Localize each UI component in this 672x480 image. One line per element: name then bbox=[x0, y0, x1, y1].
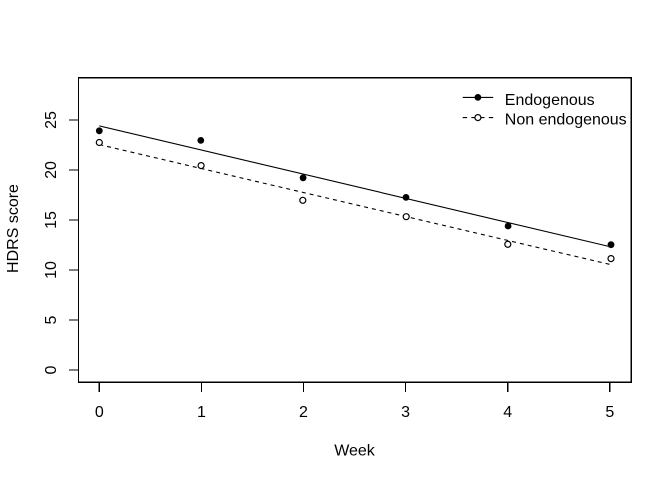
svg-text:5: 5 bbox=[43, 315, 60, 324]
svg-text:Non endogenous: Non endogenous bbox=[505, 112, 627, 129]
svg-text:15: 15 bbox=[43, 211, 60, 229]
svg-text:HDRS score: HDRS score bbox=[5, 184, 22, 273]
svg-text:3: 3 bbox=[401, 404, 410, 421]
svg-text:2: 2 bbox=[299, 404, 308, 421]
svg-text:10: 10 bbox=[43, 261, 60, 279]
svg-text:1: 1 bbox=[197, 404, 206, 421]
svg-text:4: 4 bbox=[503, 404, 512, 421]
svg-text:5: 5 bbox=[605, 404, 614, 421]
svg-text:0: 0 bbox=[95, 404, 104, 421]
svg-text:25: 25 bbox=[43, 111, 60, 129]
svg-text:20: 20 bbox=[43, 161, 60, 179]
svg-text:0: 0 bbox=[43, 365, 60, 374]
svg-text:Week: Week bbox=[334, 443, 376, 460]
svg-text:Endogenous: Endogenous bbox=[505, 92, 595, 109]
